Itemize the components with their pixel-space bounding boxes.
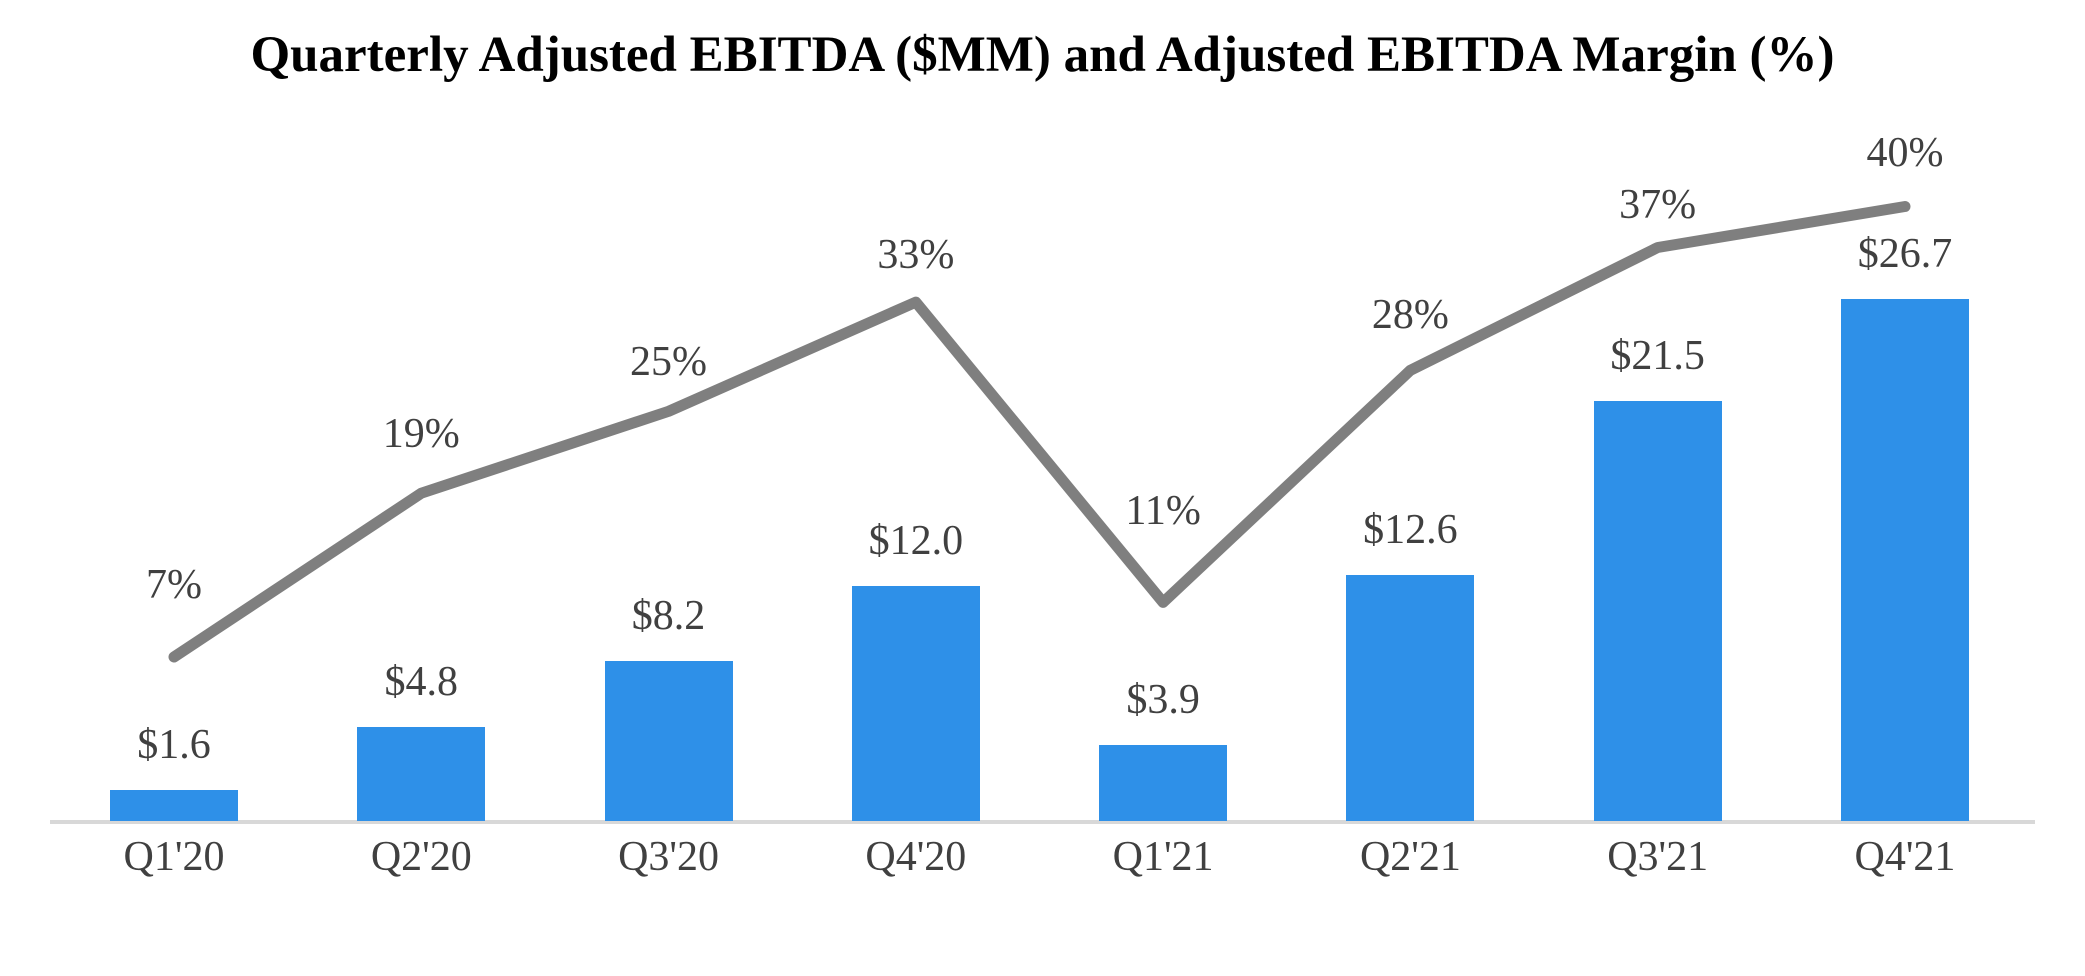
- bar-value-label: $26.7: [1857, 231, 1953, 277]
- bar-value-label: $21.5: [1610, 332, 1705, 379]
- ebitda-bar: [357, 727, 485, 821]
- bar-value-label: $12.6: [1363, 506, 1458, 553]
- x-axis-category-label: Q4'20: [865, 834, 967, 880]
- ebitda-bar: [605, 661, 733, 821]
- margin-value-label: 25%: [630, 339, 708, 386]
- x-axis-category-label: Q1'20: [123, 834, 225, 880]
- bar-value-label: $3.9: [1126, 676, 1200, 723]
- margin-value-label: 7%: [146, 562, 202, 608]
- margin-value-label: 37%: [1619, 181, 1697, 228]
- margin-value-label: 40%: [1866, 129, 1944, 176]
- x-axis-line: [50, 820, 2035, 824]
- x-axis-category-label: Q2'20: [370, 834, 472, 880]
- x-axis-category-label: Q4'21: [1854, 834, 1956, 880]
- ebitda-bar: [1099, 745, 1227, 821]
- margin-value-label: 19%: [382, 411, 460, 458]
- margin-value-label: 11%: [1125, 488, 1201, 535]
- ebitda-bar: [1594, 401, 1722, 821]
- ebitda-bar: [110, 790, 238, 821]
- bar-value-label: $12.0: [868, 518, 964, 565]
- margin-line: [168, 201, 1911, 663]
- x-axis-category-label: Q2'21: [1359, 834, 1461, 880]
- chart-title: Quarterly Adjusted EBITDA ($MM) and Adju…: [250, 27, 1835, 83]
- x-axis-category-label: Q1'21: [1112, 834, 1214, 880]
- x-axis-category-label: Q3'20: [618, 834, 719, 880]
- margin-value-label: 33%: [877, 232, 955, 279]
- ebitda-bar: [1841, 299, 1969, 821]
- bar-value-label: $4.8: [384, 659, 459, 706]
- x-axis-category-label: Q3'21: [1607, 834, 1709, 880]
- ebitda-bar: [852, 586, 980, 821]
- margin-value-label: 28%: [1371, 292, 1449, 339]
- bar-value-label: $8.2: [631, 592, 706, 639]
- ebitda-bar: [1346, 575, 1474, 821]
- bar-value-label: $1.6: [137, 721, 211, 768]
